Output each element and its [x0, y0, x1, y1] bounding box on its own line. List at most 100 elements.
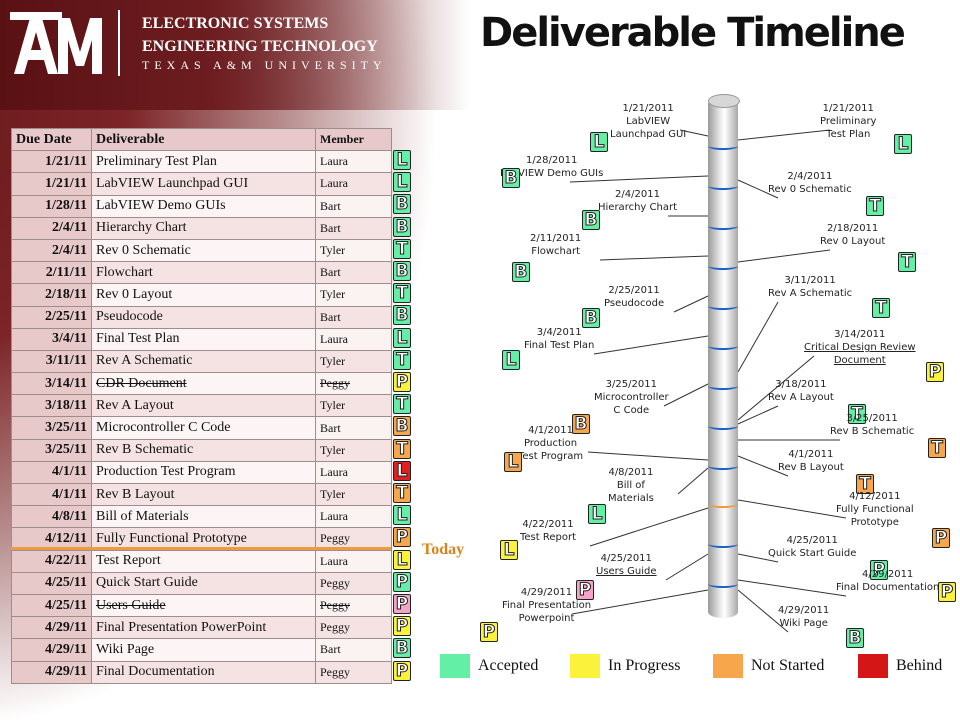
timeline-label-line: 2/25/2011: [608, 285, 660, 296]
timeline-label-right: 3/14/2011 Critical Design Review Document: [804, 328, 916, 367]
deliverable-cell: Final Documentation: [91, 660, 316, 684]
timeline-label-line: Rev A Layout: [768, 392, 834, 403]
timeline-status-badge: T: [848, 404, 866, 424]
timeline-label-right: 3/18/2011 Rev A Layout: [768, 378, 834, 404]
today-marker-line: [11, 547, 391, 550]
timeline-ring: [708, 302, 738, 310]
timeline-label-line: Document: [833, 355, 886, 366]
timeline-today-ring: [708, 500, 738, 508]
timeline-label-line: 1/21/2011: [622, 103, 674, 114]
university-name: TEXAS A&M UNIVERSITY: [142, 58, 387, 72]
timeline-label-line: 4/29/2011: [778, 605, 830, 616]
timeline-label-line: Prototype: [850, 517, 899, 528]
table-row: 1/21/11 Preliminary Test Plan Laura: [11, 150, 392, 174]
timeline-label-line: 4/29/2011: [520, 587, 573, 598]
member-cell: Peggy: [315, 593, 392, 618]
timeline-label-right: 1/21/2011 Preliminary Test Plan: [820, 102, 876, 141]
timeline-status-badge: B: [846, 628, 864, 648]
timeline-label-right: 3/11/2011 Rev A Schematic: [768, 274, 852, 300]
university-logo: [8, 8, 104, 82]
member-cell: Tyler: [315, 283, 392, 307]
timeline-label-line: Microcontroller: [594, 392, 669, 403]
table-row: 4/25/11 Users Guide Peggy: [11, 593, 392, 618]
table-row: 3/18/11 Rev A Layout Tyler: [11, 394, 392, 418]
timeline-label-line: Critical Design Review: [804, 342, 916, 353]
deliverable-cell: Final Presentation PowerPoint: [91, 616, 316, 640]
timeline-status-badge: L: [504, 452, 522, 472]
deliverable-cell: Hierarchy Chart: [91, 216, 316, 240]
timeline-label-left: 2/4/2011 Hierarchy Chart: [598, 188, 677, 214]
deliverable-cell: Preliminary Test Plan: [91, 150, 316, 174]
timeline-label-line: Preliminary: [820, 116, 877, 127]
deliverable-cell: Microcontroller C Code: [91, 416, 316, 440]
row-status-badge: B: [393, 261, 411, 281]
timeline-status-badge: P: [926, 362, 944, 382]
due-date-cell: 2/25/11: [11, 305, 92, 329]
timeline-label-left: 2/25/2011 Pseudocode: [604, 284, 664, 310]
member-cell: Peggy: [315, 527, 392, 551]
table-row: 2/11/11 Flowchart Bart: [11, 261, 392, 285]
deliverable-cell: Pseudocode: [91, 305, 316, 329]
due-date-cell: 2/4/11: [11, 238, 92, 263]
timeline-label-line: C Code: [613, 405, 650, 416]
timeline-label-line: Powerpoint: [518, 613, 575, 624]
deliverable-cell: Quick Start Guide: [91, 571, 316, 595]
timeline-ring: [708, 142, 738, 150]
member-cell: Peggy: [315, 372, 392, 396]
row-status-badge: P: [393, 372, 411, 392]
timeline-status-badge: L: [894, 134, 912, 154]
due-date-cell: 2/18/11: [11, 283, 92, 307]
table-row: 3/4/11 Final Test Plan Laura: [11, 327, 392, 351]
due-date-cell: 4/25/11: [11, 571, 92, 595]
timeline-label-line: Bill of: [616, 480, 645, 491]
timeline-label-line: 4/22/2011: [522, 519, 574, 530]
timeline-ring: [708, 462, 738, 470]
row-status-badge: T: [393, 438, 411, 459]
deliverable-cell: Bill of Materials: [91, 505, 316, 529]
timeline-label-line: 2/18/2011: [827, 223, 879, 234]
table-row: 1/28/11 LabVIEW Demo GUIs Bart: [11, 194, 392, 218]
timeline-label-line: 1/21/2011: [822, 103, 874, 114]
timeline-ring: [708, 382, 738, 390]
timeline-label-left: 4/29/2011 Final Presentation Powerpoint: [502, 586, 591, 625]
member-cell: Laura: [315, 172, 392, 196]
timeline-label-line: Final Presentation: [502, 600, 592, 611]
timeline-status-badge: P: [938, 582, 956, 602]
timeline-label-line: 4/1/2011: [528, 425, 573, 436]
row-status-badge: P: [393, 527, 411, 548]
legend-swatch: [570, 654, 600, 678]
timeline-label-line: Rev 0 Layout: [820, 236, 886, 247]
timeline-status-badge: B: [582, 308, 600, 328]
row-status-badge: L: [393, 460, 411, 481]
table-row: 3/25/11 Microcontroller C Code Bart: [11, 416, 392, 440]
table-row: 4/8/11 Bill of Materials Laura: [11, 505, 392, 529]
timeline-status-badge: T: [872, 298, 890, 318]
timeline-label-right: 4/12/2011 Fully Functional Prototype: [836, 490, 914, 529]
table-row: 3/11/11 Rev A Schematic Tyler: [11, 349, 392, 374]
row-status-badge: B: [393, 194, 411, 215]
timeline-label-right: 4/29/2011 Wiki Page: [778, 604, 829, 630]
table-row: 2/4/11 Rev 0 Schematic Tyler: [11, 238, 392, 263]
row-status-badge: P: [393, 594, 411, 614]
row-status-badge: T: [393, 394, 411, 415]
timeline-label-left: 4/8/2011 Bill of Materials: [608, 466, 654, 505]
member-cell: Tyler: [315, 482, 392, 507]
deliverable-cell: Rev 0 Schematic: [91, 238, 316, 263]
timeline-status-badge: B: [572, 414, 590, 434]
deliverable-cell: Production Test Program: [91, 460, 316, 485]
timeline-status-badge: T: [866, 196, 884, 216]
deliverable-cell: Rev B Schematic: [91, 438, 316, 462]
legend-label: Behind: [896, 657, 943, 674]
timeline-label-line: Production: [523, 438, 578, 449]
due-date-cell: 3/25/11: [11, 438, 92, 462]
timeline-status-badge: T: [928, 438, 946, 458]
timeline-label-line: Rev 0 Schematic: [768, 184, 852, 195]
table-row: 4/1/11 Rev B Layout Tyler: [11, 482, 392, 507]
timeline-status-badge: T: [856, 474, 874, 494]
member-cell: Laura: [315, 150, 392, 174]
deliverable-cell: Final Test Plan: [91, 327, 316, 351]
deliverable-cell: Rev A Schematic: [91, 349, 316, 374]
deliverable-cell: Rev 0 Layout: [91, 283, 316, 307]
row-status-badge: L: [393, 172, 411, 193]
timeline-label-line: Rev B Layout: [778, 462, 844, 473]
